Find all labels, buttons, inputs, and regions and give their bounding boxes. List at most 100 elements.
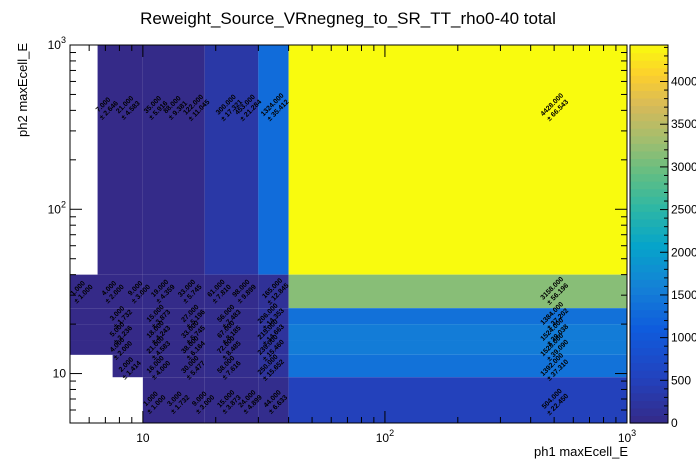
heatmap-cell bbox=[142, 324, 205, 341]
heatmap-cell bbox=[204, 324, 259, 341]
colorbar-segment bbox=[630, 52, 668, 61]
y-tick-exponent: 3 bbox=[61, 35, 66, 45]
colorbar-segment bbox=[630, 218, 668, 228]
colorbar: 0 500 1000 1500 2000 2500 3000 3500 4000 bbox=[629, 44, 696, 430]
heatmap-cell bbox=[288, 340, 627, 355]
colorbar-segment bbox=[630, 67, 668, 76]
colorbar-segment bbox=[630, 324, 668, 333]
colorbar-segment bbox=[630, 60, 668, 69]
heatmap-cell bbox=[70, 308, 143, 325]
heatmap-cell bbox=[70, 340, 143, 355]
heatmap-cell bbox=[142, 377, 205, 423]
heatmap-cells bbox=[70, 45, 627, 423]
colorbar-segment bbox=[630, 203, 668, 212]
heatmap-cell bbox=[258, 354, 289, 378]
heatmap-cell bbox=[288, 308, 627, 325]
colorbar-segment bbox=[630, 294, 668, 303]
colorbar-tick-label: 1000 bbox=[671, 331, 696, 345]
heatmap-cell bbox=[258, 377, 289, 423]
colorbar-segment bbox=[630, 105, 668, 114]
colorbar-frame bbox=[629, 44, 669, 424]
colorbar-segment bbox=[630, 165, 668, 175]
colorbar-segment bbox=[630, 135, 668, 144]
colorbar-tick-label: 1500 bbox=[671, 288, 696, 302]
colorbar-segment bbox=[630, 143, 668, 152]
heatmap-cell bbox=[258, 274, 289, 309]
colorbar-segment bbox=[630, 158, 668, 167]
colorbar-segment bbox=[630, 347, 668, 356]
colorbar-segment bbox=[630, 302, 668, 311]
heatmap-cell bbox=[70, 274, 143, 309]
colorbar-segment bbox=[630, 75, 668, 84]
y-tick-exponent: 2 bbox=[61, 199, 66, 209]
colorbar-segment bbox=[630, 82, 668, 91]
heatmap-cell bbox=[142, 354, 205, 378]
colorbar-tick-label: 4000 bbox=[671, 75, 696, 89]
colorbar-tick-label: 2000 bbox=[671, 245, 696, 259]
colorbar-segment bbox=[630, 150, 668, 159]
heatmap-cell bbox=[288, 274, 627, 309]
x-axis-label: ph1 maxEcell_E bbox=[534, 444, 628, 459]
heatmap-cell bbox=[204, 45, 259, 275]
x-tick-exponent: 2 bbox=[389, 428, 394, 438]
colorbar-segment bbox=[630, 90, 668, 99]
x-tick-exponent: 3 bbox=[631, 428, 636, 438]
colorbar-segment bbox=[630, 256, 668, 265]
colorbar-segment bbox=[630, 211, 668, 220]
colorbar-tick-label: 500 bbox=[671, 373, 691, 387]
heatmap-cell bbox=[258, 45, 289, 275]
x-tick-label: 103 bbox=[618, 428, 636, 445]
colorbar-segment bbox=[630, 377, 668, 386]
colorbar-segment bbox=[630, 173, 668, 182]
colorbar-segment bbox=[630, 407, 668, 417]
heatmap-cell bbox=[204, 274, 259, 309]
colorbar-tick-label: 3500 bbox=[671, 117, 696, 131]
heatmap-cell bbox=[204, 377, 259, 423]
heatmap-cell bbox=[288, 377, 627, 423]
y-axis-label: ph2 maxEcell_E bbox=[15, 43, 30, 137]
heatmap-cell bbox=[288, 354, 627, 378]
colorbar-segment bbox=[630, 415, 668, 424]
heatmap-cell bbox=[258, 340, 289, 355]
colorbar-segment bbox=[630, 362, 668, 371]
heatmap-cell bbox=[258, 324, 289, 341]
colorbar-segment bbox=[630, 370, 668, 379]
colorbar-segment bbox=[630, 188, 668, 197]
colorbar-segment bbox=[630, 234, 668, 243]
colorbar-segment bbox=[630, 279, 668, 288]
colorbar-segment bbox=[630, 332, 668, 341]
colorbar-segment bbox=[630, 286, 668, 296]
chart-title: Reweight_Source_VRnegneg_to_SR_TT_rho0-4… bbox=[140, 9, 556, 28]
heatmap-cell bbox=[142, 308, 205, 325]
colorbar-segment bbox=[630, 196, 668, 205]
heatmap-cell bbox=[204, 354, 259, 378]
heatmap-cell bbox=[142, 340, 205, 355]
colorbar-segment bbox=[630, 392, 668, 401]
colorbar-segment bbox=[630, 226, 668, 235]
colorbar-segment bbox=[630, 354, 668, 364]
colorbar-segment bbox=[630, 181, 668, 190]
y-tick-label: 102 bbox=[48, 199, 66, 216]
colorbar-segment bbox=[630, 241, 668, 250]
heatmap-cell bbox=[288, 45, 627, 275]
colorbar-segment bbox=[630, 97, 668, 107]
colorbar-segment bbox=[630, 271, 668, 280]
y-tick-label: 10 bbox=[53, 367, 67, 381]
colorbar-segment bbox=[630, 309, 668, 318]
x-tick-label: 10 bbox=[136, 431, 150, 445]
plot-frame bbox=[69, 44, 628, 424]
heatmap-cell bbox=[142, 274, 205, 309]
colorbar-segment bbox=[630, 113, 668, 122]
colorbar-segment bbox=[630, 385, 668, 394]
colorbar-segment bbox=[630, 45, 668, 54]
colorbar-segment bbox=[630, 317, 668, 326]
heatmap-cell bbox=[258, 308, 289, 325]
colorbar-tick-label: 0 bbox=[671, 416, 678, 430]
heatmap-cell bbox=[97, 45, 143, 275]
colorbar-tick-label: 2500 bbox=[671, 203, 696, 217]
colorbar-segment bbox=[630, 339, 668, 348]
y-tick-label: 103 bbox=[48, 35, 66, 52]
heatmap-cell bbox=[288, 324, 627, 341]
x-tick-label: 102 bbox=[376, 428, 394, 445]
